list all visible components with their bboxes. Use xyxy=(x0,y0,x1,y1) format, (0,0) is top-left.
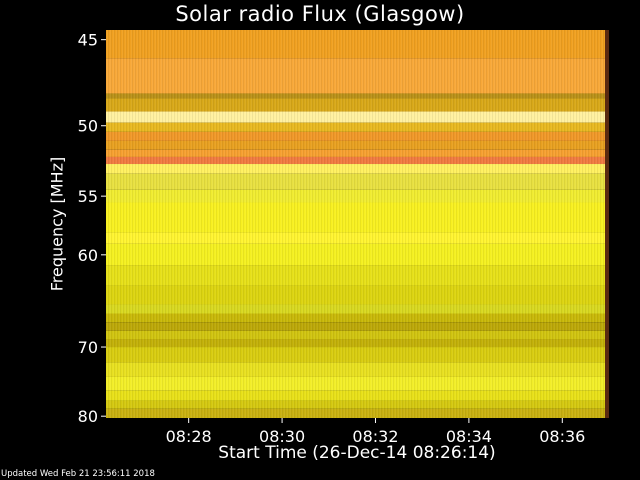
y-tick-label: 50 xyxy=(78,117,98,136)
chart-title: Solar radio Flux (Glasgow) xyxy=(175,2,465,26)
y-tick-label: 60 xyxy=(78,246,98,265)
y-axis: 45 50 55 60 70 80 xyxy=(78,31,106,426)
texture-overlay xyxy=(106,30,609,418)
y-tick-label: 70 xyxy=(78,338,98,357)
x-tick-label: 08:28 xyxy=(166,427,212,446)
right-edge-noise xyxy=(605,30,609,418)
x-tick-label: 08:30 xyxy=(259,427,305,446)
x-tick-label: 08:34 xyxy=(446,427,492,446)
y-tick-label: 80 xyxy=(78,407,98,426)
y-tick-label: 55 xyxy=(78,187,98,206)
x-tick-label: 08:36 xyxy=(539,427,585,446)
y-axis-label: Frequency [MHz] xyxy=(47,156,67,292)
x-tick-label: 08:32 xyxy=(352,427,398,446)
x-axis-label: Start Time (26-Dec-14 08:26:14) xyxy=(218,443,496,463)
y-tick-label: 45 xyxy=(78,31,98,50)
updated-timestamp: Updated Wed Feb 21 23:56:11 2018 xyxy=(1,469,155,479)
x-axis: 08:28 08:30 08:32 08:34 08:36 xyxy=(166,418,585,446)
